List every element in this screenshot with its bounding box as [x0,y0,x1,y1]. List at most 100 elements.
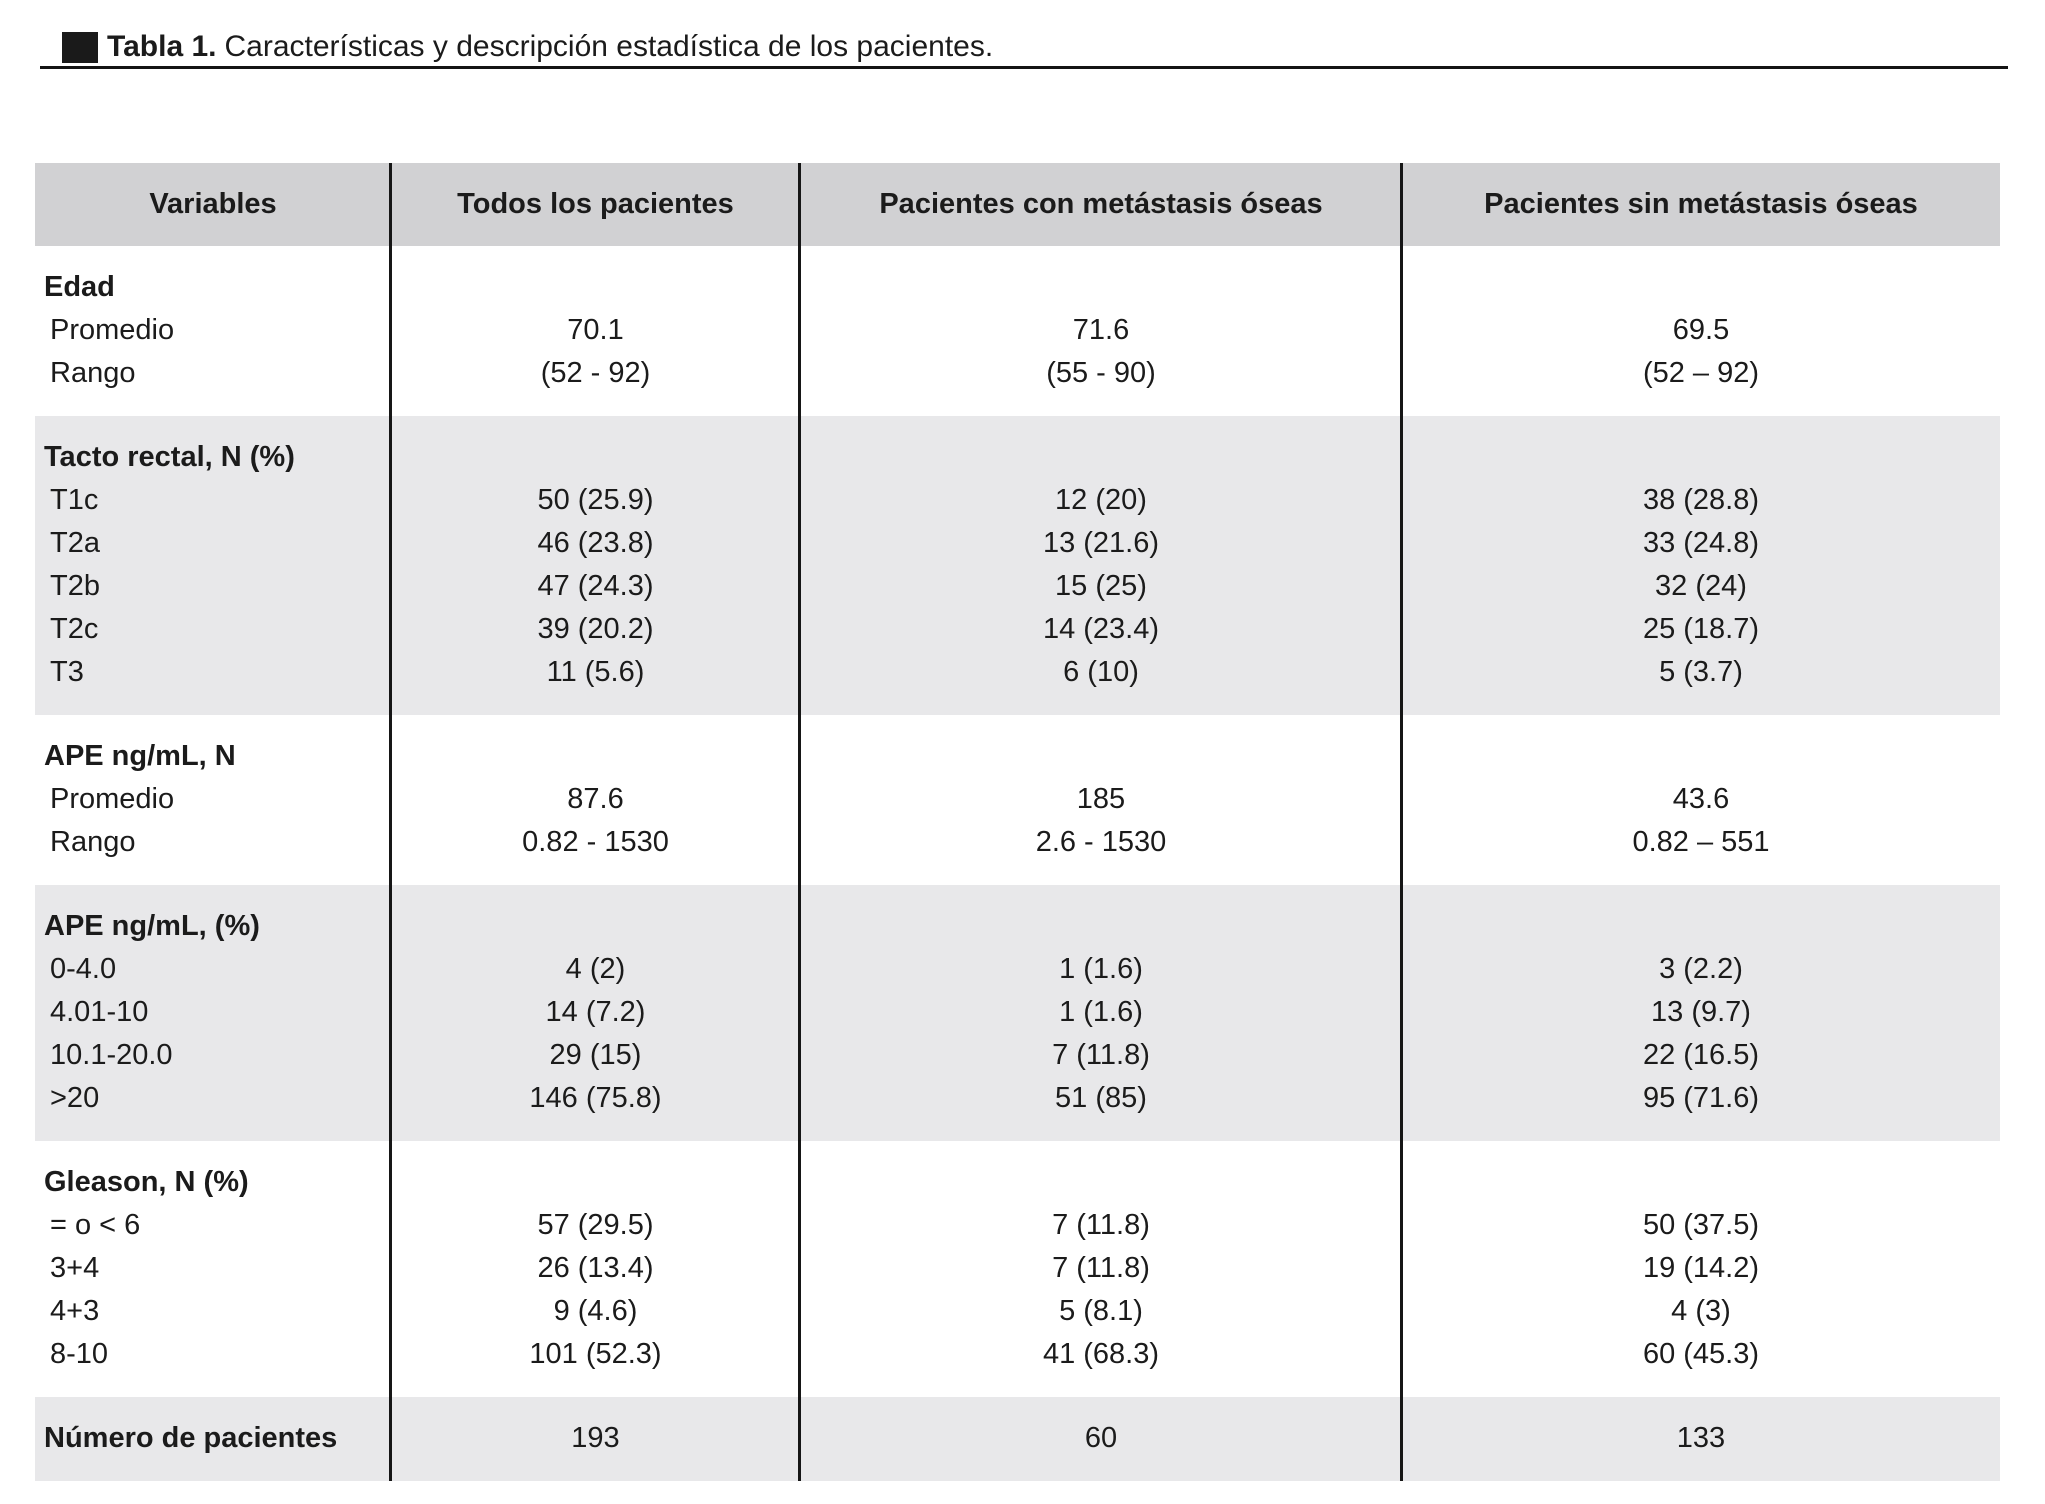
row-label: 4+3 [50,1295,100,1327]
table-cell: 7 (11.8) [1052,1209,1150,1241]
table-cell: 0.82 - 1530 [522,826,669,858]
row-label: 3+4 [50,1252,100,1284]
table-cell: (52 – 92) [1642,357,1760,389]
row-label: T2c [50,613,99,645]
row-label: >20 [50,1082,100,1114]
table-cell [800,266,1402,309]
table-cell [800,905,1402,948]
table-cell: 50 (37.5) [1642,1209,1760,1241]
row-label: 4.01-10 [50,996,149,1028]
table-cell: 5 (8.1) [1059,1295,1143,1327]
row-label: Rango [50,357,136,389]
table-cell [391,735,800,778]
table-cell: 5 (3.7) [1659,656,1743,688]
table-section: Tacto rectal, N (%) T1c 50 (25.9) 12 (20) 38… [35,416,2000,715]
column-header-variables: Variables [149,187,277,220]
table-row: 4+3 9 (4.6) 5 (8.1) 4 (3) [35,1290,2000,1333]
caption-divider [40,66,2008,69]
column-separator-1 [389,163,392,1481]
table-row: 8-10 101 (52.3) 41 (68.3) 60 (45.3) [35,1333,2000,1376]
row-label: 10.1-20.0 [50,1039,173,1071]
table-cell: 47 (24.3) [537,570,654,602]
table-row: T1c 50 (25.9) 12 (20) 38 (28.8) [35,479,2000,522]
section-label: Gleason, N (%) [44,1166,249,1198]
table-row: T2c 39 (20.2) 14 (23.4) 25 (18.7) [35,608,2000,651]
section-label-row: APE ng/mL, (%) [35,905,2000,948]
table-cell [1402,1161,2000,1204]
table-cell: 193 [571,1422,620,1454]
table-cell: 26 (13.4) [537,1252,654,1284]
row-label: = o < 6 [50,1209,141,1241]
row-label: 0-4.0 [50,953,117,985]
table-cell: 69.5 [1672,314,1730,346]
section-label: Edad [44,271,115,303]
section-label: Número de pacientes [44,1422,338,1454]
table-header-row: Variables Todos los pacientes Pacientes … [35,163,2000,246]
table-cell: 95 (71.6) [1642,1082,1760,1114]
table-cell [391,266,800,309]
table-cell: 43.6 [1672,783,1730,815]
column-separator-2 [798,163,801,1481]
section-label-row: Edad [35,266,2000,309]
table-row: T2a 46 (23.8) 13 (21.6) 33 (24.8) [35,522,2000,565]
table-cell: 7 (11.8) [1052,1252,1150,1284]
table-cell: 39 (20.2) [537,613,654,645]
table-cell: 38 (28.8) [1642,484,1760,516]
table-row: T2b 47 (24.3) 15 (25) 32 (24) [35,565,2000,608]
table-row: 0-4.0 4 (2) 1 (1.6) 3 (2.2) [35,948,2000,991]
column-header-sin-metastasis: Pacientes sin metástasis óseas [1484,187,1918,220]
table-cell: 51 (85) [1055,1082,1147,1114]
section-label: APE ng/mL, N [44,740,236,772]
table-cell: 22 (16.5) [1642,1039,1760,1071]
table-cell [391,1161,800,1204]
table-cell: 13 (21.6) [1042,527,1160,559]
section-label: Tacto rectal, N (%) [44,441,295,473]
section-label-row: Número de pacientes 193 60 133 [35,1417,2000,1460]
section-label-row: Gleason, N (%) [35,1161,2000,1204]
row-label: T1c [50,484,99,516]
table-cell: 0.82 – 551 [1632,826,1770,858]
table-cell: 9 (4.6) [553,1295,638,1327]
table-cell: 12 (20) [1055,484,1147,516]
table-cell: 71.6 [1072,314,1130,346]
table-cell [1402,905,2000,948]
table-row: 10.1-20.0 29 (15) 7 (11.8) 22 (16.5) [35,1034,2000,1077]
table-cell [391,436,800,479]
table-cell: 13 (9.7) [1651,996,1751,1028]
table-row: = o < 6 57 (29.5) 7 (11.8) 50 (37.5) [35,1204,2000,1247]
row-label: Promedio [50,783,175,815]
table-row: Rango (52 - 92) (55 - 90) (52 – 92) [35,352,2000,395]
section-label-row: APE ng/mL, N [35,735,2000,778]
caption-label: Tabla 1. [107,30,217,63]
table-section: APE ng/mL, N Promedio 87.6 185 43.6 Rango 0.82… [35,715,2000,885]
row-label: T3 [50,656,84,688]
table-cell: 29 (15) [549,1039,642,1071]
table-cell: 14 (23.4) [1042,613,1160,645]
table-cell: 32 (24) [1655,570,1747,602]
column-separator-3 [1400,163,1403,1481]
table-cell: 60 [1084,1422,1118,1454]
table-cell: 4 (2) [565,953,626,985]
section-label: APE ng/mL, (%) [44,910,260,942]
caption-marker-square [62,31,98,63]
table-cell: 60 (45.3) [1642,1338,1760,1370]
table-cell: 25 (18.7) [1642,613,1760,645]
table-row: Rango 0.82 - 1530 2.6 - 1530 0.82 – 551 [35,821,2000,864]
column-header-con-metastasis: Pacientes con metástasis óseas [879,187,1323,220]
row-label: 8-10 [50,1338,109,1370]
table-cell: 46 (23.8) [537,527,654,559]
row-label: Promedio [50,314,175,346]
table-cell: 146 (75.8) [529,1082,662,1114]
table-cell: 3 (2.2) [1659,953,1743,985]
patients-table: Variables Todos los pacientes Pacientes … [35,163,2000,1481]
table-cell: 11 (5.6) [546,656,645,688]
table-cell: 41 (68.3) [1042,1338,1160,1370]
table-body: Edad Promedio 70.1 71.6 69.5 Rango (52 - 92) (5… [35,246,2000,1481]
table-cell [391,905,800,948]
table-row: Promedio 87.6 185 43.6 [35,778,2000,821]
caption-text: Características y descripción estadístic… [224,30,994,63]
table-row: >20 146 (75.8) 51 (85) 95 (71.6) [35,1077,2000,1120]
section-label-row: Tacto rectal, N (%) [35,436,2000,479]
table-cell: 14 (7.2) [545,996,646,1028]
